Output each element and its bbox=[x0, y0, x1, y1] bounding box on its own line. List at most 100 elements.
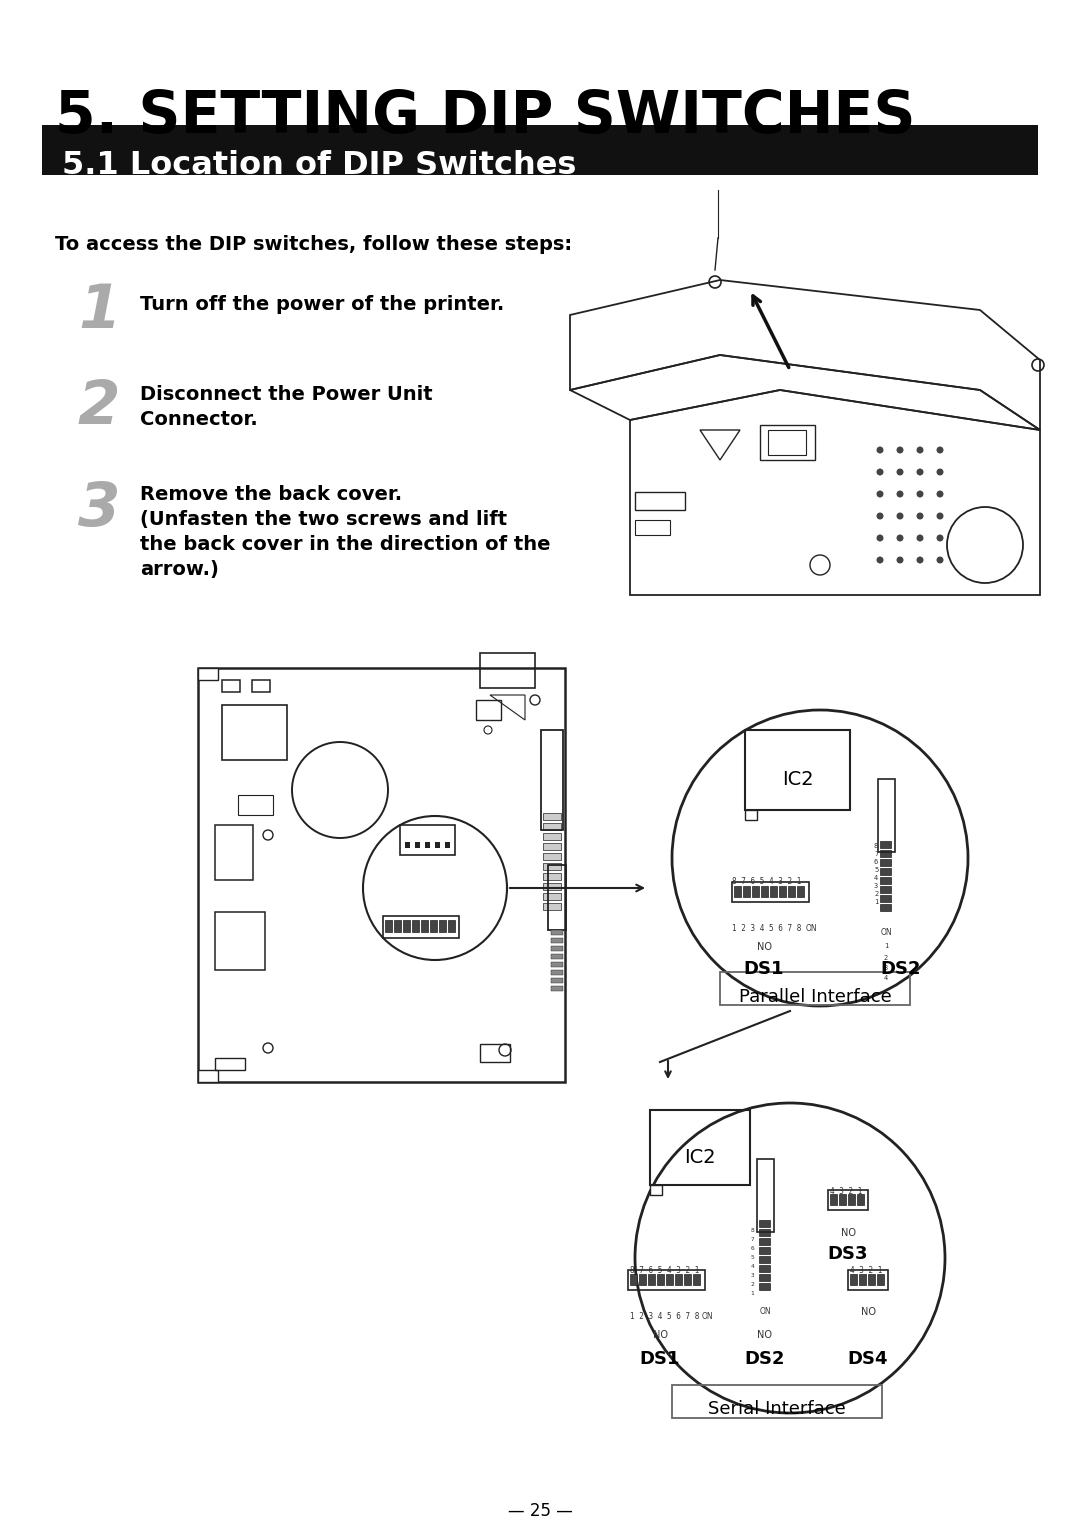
Circle shape bbox=[936, 512, 944, 520]
Bar bbox=[543, 863, 561, 871]
Bar bbox=[745, 730, 850, 809]
Bar bbox=[850, 1274, 858, 1285]
Text: 4 3 2 1: 4 3 2 1 bbox=[850, 1266, 882, 1275]
Text: 2: 2 bbox=[874, 891, 878, 897]
Bar bbox=[859, 1274, 866, 1285]
Bar bbox=[759, 1274, 770, 1282]
Bar bbox=[238, 796, 273, 816]
Bar bbox=[880, 858, 891, 866]
Text: 8 7 6 5 4 3 2 1: 8 7 6 5 4 3 2 1 bbox=[630, 1266, 700, 1275]
Bar bbox=[675, 1274, 681, 1285]
Bar bbox=[639, 1274, 646, 1285]
Bar bbox=[880, 904, 891, 911]
Circle shape bbox=[917, 556, 923, 564]
Text: DS4: DS4 bbox=[848, 1351, 888, 1367]
Bar bbox=[627, 1269, 705, 1289]
Text: 4: 4 bbox=[751, 1265, 754, 1269]
Bar bbox=[759, 1256, 770, 1263]
Bar bbox=[543, 903, 561, 911]
Bar bbox=[878, 779, 895, 852]
Bar bbox=[543, 843, 561, 849]
Text: To access the DIP switches, follow these steps:: To access the DIP switches, follow these… bbox=[55, 235, 572, 254]
Bar bbox=[650, 1110, 750, 1185]
Bar bbox=[672, 1384, 882, 1418]
Circle shape bbox=[877, 446, 883, 454]
Bar bbox=[42, 126, 1038, 175]
Bar bbox=[635, 520, 670, 535]
Circle shape bbox=[896, 535, 904, 541]
Bar bbox=[635, 492, 685, 510]
Bar bbox=[648, 1274, 654, 1285]
Circle shape bbox=[936, 446, 944, 454]
Bar bbox=[476, 701, 501, 721]
Text: Connector.: Connector. bbox=[140, 409, 258, 429]
Text: DS1: DS1 bbox=[744, 960, 784, 978]
Text: 1 2 3 4 5 6 7 8: 1 2 3 4 5 6 7 8 bbox=[732, 924, 801, 934]
Bar bbox=[430, 920, 437, 932]
Bar bbox=[693, 1274, 700, 1285]
Text: Turn off the power of the printer.: Turn off the power of the printer. bbox=[140, 294, 504, 314]
Text: (Unfasten the two screws and lift: (Unfasten the two screws and lift bbox=[140, 510, 508, 529]
Text: ON: ON bbox=[880, 927, 892, 937]
Bar bbox=[759, 1246, 770, 1254]
Text: NO: NO bbox=[652, 1331, 667, 1340]
Text: NO: NO bbox=[861, 1308, 876, 1317]
Text: NO: NO bbox=[757, 1331, 772, 1340]
Text: NO: NO bbox=[756, 941, 771, 952]
Circle shape bbox=[877, 556, 883, 564]
Bar bbox=[839, 1194, 846, 1205]
Bar bbox=[745, 809, 757, 820]
Bar bbox=[198, 668, 565, 1082]
Circle shape bbox=[896, 491, 904, 498]
Text: 7: 7 bbox=[751, 1237, 754, 1242]
Text: 1: 1 bbox=[78, 282, 121, 340]
Bar bbox=[548, 865, 566, 931]
Bar bbox=[551, 963, 563, 967]
Bar bbox=[405, 842, 410, 848]
Circle shape bbox=[896, 446, 904, 454]
Text: arrow.): arrow.) bbox=[140, 560, 219, 579]
Text: ON: ON bbox=[759, 1308, 771, 1315]
Bar bbox=[831, 1194, 837, 1205]
Text: 5. SETTING DIP SWITCHES: 5. SETTING DIP SWITCHES bbox=[55, 87, 916, 146]
Circle shape bbox=[877, 535, 883, 541]
Bar bbox=[848, 1194, 855, 1205]
Bar bbox=[551, 978, 563, 983]
Bar bbox=[779, 886, 786, 897]
Bar bbox=[384, 920, 392, 932]
Text: 1: 1 bbox=[883, 943, 888, 949]
Bar bbox=[543, 823, 561, 829]
Circle shape bbox=[877, 491, 883, 498]
Text: 2: 2 bbox=[883, 955, 888, 961]
Circle shape bbox=[917, 469, 923, 475]
Bar bbox=[445, 842, 450, 848]
Bar bbox=[222, 705, 287, 760]
Bar bbox=[198, 668, 218, 681]
Bar bbox=[480, 653, 535, 688]
Bar bbox=[222, 681, 240, 691]
Bar bbox=[252, 681, 270, 691]
Bar bbox=[198, 1070, 218, 1082]
Bar bbox=[394, 920, 401, 932]
Text: Remove the back cover.: Remove the back cover. bbox=[140, 484, 402, 504]
Circle shape bbox=[896, 556, 904, 564]
Bar bbox=[759, 1239, 770, 1245]
Text: Parallel Interface: Parallel Interface bbox=[739, 987, 891, 1006]
Bar bbox=[551, 938, 563, 943]
Bar bbox=[880, 895, 891, 901]
Bar bbox=[657, 1274, 664, 1285]
Circle shape bbox=[896, 469, 904, 475]
Text: Disconnect the Power Unit: Disconnect the Power Unit bbox=[140, 385, 433, 405]
Text: 2: 2 bbox=[751, 1282, 754, 1288]
Text: 6: 6 bbox=[874, 858, 878, 865]
Bar bbox=[215, 1058, 245, 1070]
Bar bbox=[411, 920, 419, 932]
Bar bbox=[551, 946, 563, 950]
Text: 1: 1 bbox=[874, 898, 878, 904]
Bar bbox=[215, 912, 265, 970]
Text: 8 7 6 5 4 3 2 1: 8 7 6 5 4 3 2 1 bbox=[732, 877, 801, 886]
Bar bbox=[400, 825, 455, 855]
Text: ON: ON bbox=[702, 1312, 714, 1321]
Bar bbox=[480, 1044, 510, 1062]
Text: 3: 3 bbox=[78, 480, 121, 540]
